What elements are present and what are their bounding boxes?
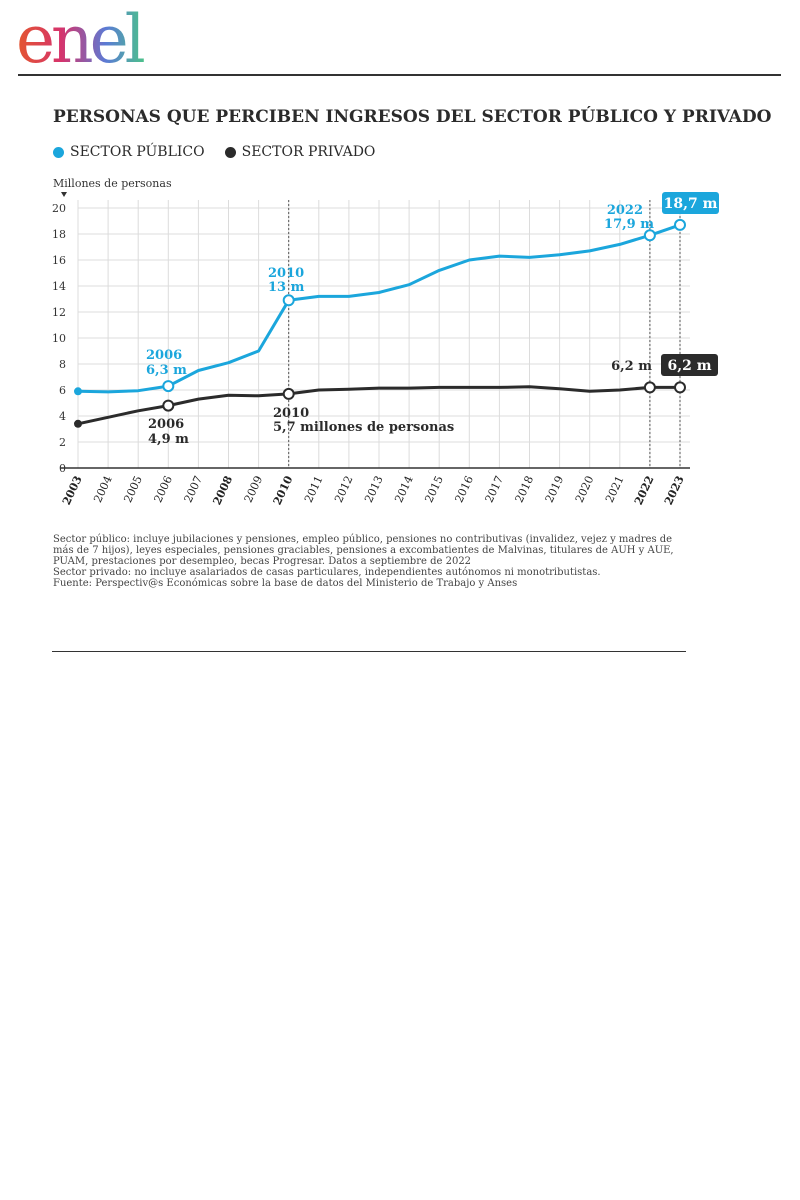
x-tick-label: 2011 xyxy=(302,474,326,505)
marker-public-2010 xyxy=(282,294,295,307)
marker-private-2010 xyxy=(282,387,295,400)
legend: SECTOR PÚBLICO SECTOR PRIVADO xyxy=(53,144,395,160)
series xyxy=(74,218,686,428)
marker-private-2006 xyxy=(162,399,175,412)
legend-dot-private xyxy=(224,146,236,158)
footnotes: Sector público: incluye jubilaciones y p… xyxy=(53,534,693,589)
annotation-public-2006-year: 2006 xyxy=(146,348,182,363)
annotation-public-2022-year: 2022 xyxy=(607,203,643,218)
marker-public-2023 xyxy=(674,218,686,231)
x-tick-label: 2017 xyxy=(483,474,507,505)
x-tick-label: 2007 xyxy=(182,474,206,505)
x-tick-label: 2009 xyxy=(242,474,266,505)
marker-public-2022 xyxy=(643,229,656,242)
x-tick-label: 2014 xyxy=(392,474,416,505)
y-tick-label: 10 xyxy=(52,332,66,345)
y-axis-arrow xyxy=(61,192,67,197)
y-tick-label: 8 xyxy=(59,358,66,371)
bottom-divider xyxy=(52,651,686,652)
x-tick-label: 2020 xyxy=(573,474,597,505)
callout-box-public-2023 xyxy=(662,192,719,214)
annotation-private-2006-year: 2006 xyxy=(148,417,184,432)
annotation-private-2010-year: 2010 xyxy=(273,406,309,421)
legend-label-private: SECTOR PRIVADO xyxy=(241,144,376,160)
note-source: Fuente: Perspectiv@s Económicas sobre la… xyxy=(53,578,518,589)
x-tick-label: 2016 xyxy=(452,474,476,505)
x-tick-label: 2013 xyxy=(362,474,386,505)
annotation-public-2010-year: 2010 xyxy=(268,266,304,281)
legend-item-private: SECTOR PRIVADO xyxy=(224,144,376,160)
y-tick-label: 12 xyxy=(52,306,66,319)
x-tick-label: 2018 xyxy=(513,474,537,505)
y-tick-label: 6 xyxy=(59,384,66,397)
note-private: Sector privado: no incluye asalariados d… xyxy=(53,567,601,578)
enel-logo: enel xyxy=(16,6,149,68)
x-tick-label: 2004 xyxy=(91,474,115,505)
x-tick-label: 2003 xyxy=(60,474,85,507)
x-tick-label: 2012 xyxy=(332,474,356,505)
callout-box-private-2023 xyxy=(661,354,718,376)
legend-label-public: SECTOR PÚBLICO xyxy=(70,144,205,160)
x-tick-label: 2019 xyxy=(543,474,567,505)
marker-private-2023 xyxy=(674,381,686,394)
annotation-public-2022-value: 17,9 m xyxy=(604,217,654,232)
line-chart: 02468101214161820Millones de personas200… xyxy=(52,177,719,507)
start-point-private xyxy=(74,419,82,428)
annotation-private-2006-value: 4,9 m xyxy=(148,432,189,447)
legend-dot-public xyxy=(53,146,64,158)
start-point-public xyxy=(74,387,82,396)
x-tick-label: 2008 xyxy=(210,473,235,507)
highlight-lines xyxy=(288,200,681,468)
x-tick-label: 2015 xyxy=(422,474,446,505)
y-tick-label: 18 xyxy=(52,228,66,241)
note-public: Sector público: incluye jubilaciones y p… xyxy=(53,534,674,567)
annotation-public-2023-value: 18,7 m xyxy=(664,196,718,212)
svg-text:enel: enel xyxy=(16,6,145,68)
top-divider xyxy=(18,74,781,76)
y-tick-label: 4 xyxy=(59,410,66,423)
annotation-public-2006-value: 6,3 m xyxy=(146,363,187,378)
marker-private-2022 xyxy=(643,381,656,394)
y-tick-label: 2 xyxy=(59,436,66,449)
y-tick-label: 20 xyxy=(52,202,66,215)
x-tick-label: 2005 xyxy=(121,474,145,505)
x-tick-label: 2022 xyxy=(632,474,657,507)
annotation-private-2022-value: 6,2 m xyxy=(611,359,652,374)
series-line-public xyxy=(76,223,682,394)
x-tick-label: 2021 xyxy=(603,474,627,505)
y-tick-label: 16 xyxy=(52,254,66,267)
annotation-private-2023-value: 6,2 m xyxy=(667,358,711,374)
x-tick-label: 2006 xyxy=(151,474,175,505)
x-tick-label: 2023 xyxy=(662,474,687,507)
axes: 02468101214161820Millones de personas200… xyxy=(52,177,690,507)
chart-title: PERSONAS QUE PERCIBEN INGRESOS DEL SECTO… xyxy=(53,107,772,127)
marker-public-2006 xyxy=(162,380,175,393)
x-tick-label: 2010 xyxy=(271,473,296,507)
annotation-public-2010-value: 13 m xyxy=(268,280,305,295)
legend-item-public: SECTOR PÚBLICO xyxy=(53,144,205,160)
y-axis-label: Millones de personas xyxy=(53,177,172,190)
series-line-private xyxy=(76,385,682,426)
annotation-private-2010-value: 5,7 millones de personas xyxy=(273,420,454,435)
y-tick-label: 14 xyxy=(52,280,66,293)
